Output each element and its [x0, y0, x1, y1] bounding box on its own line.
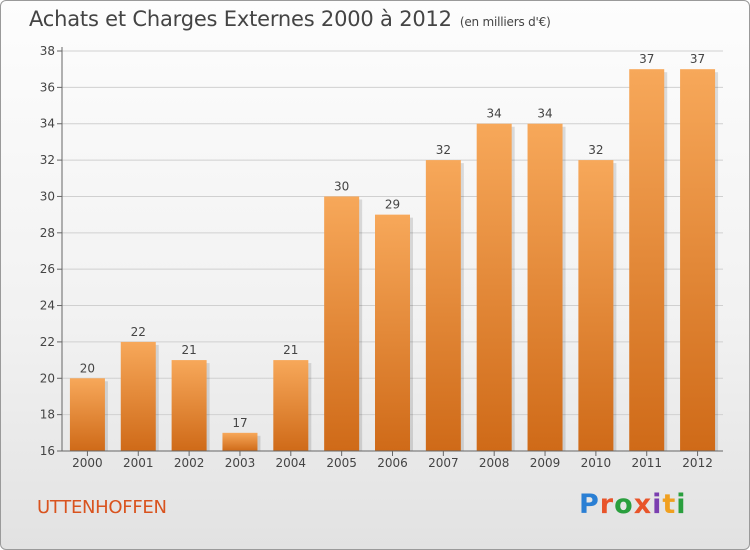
x-tick-label: 2000 [72, 456, 103, 470]
proxiti-logo: Proxiti [579, 489, 687, 520]
value-label: 21 [283, 343, 298, 357]
y-tick-label: 34 [40, 117, 55, 131]
value-label: 32 [436, 143, 451, 157]
value-label: 34 [537, 107, 552, 121]
value-label: 37 [690, 52, 705, 66]
bar [69, 378, 105, 451]
y-tick-label: 38 [40, 44, 55, 58]
y-tick-label: 36 [40, 80, 55, 94]
y-tick-label: 22 [40, 335, 55, 349]
commune-name: UTTENHOFFEN [37, 497, 167, 518]
bar [527, 123, 563, 452]
y-tick-label: 18 [40, 408, 55, 422]
logo-letter: r [599, 489, 615, 520]
y-tick-label: 16 [40, 444, 55, 458]
logo-letter: P [579, 489, 600, 520]
x-tick-label: 2001 [123, 456, 154, 470]
x-tick-label: 2011 [631, 456, 662, 470]
bar [120, 341, 156, 451]
logo-letter: t [662, 489, 677, 520]
value-label: 17 [232, 416, 247, 430]
logo-letter: x [633, 489, 653, 520]
y-tick-label: 30 [40, 189, 55, 203]
chart-title-text: Achats et Charges Externes 2000 à 2012 [29, 7, 452, 31]
value-label: 37 [639, 52, 654, 66]
x-tick-label: 2006 [377, 456, 408, 470]
bar [629, 69, 665, 451]
bar [578, 160, 614, 451]
x-tick-label: 2002 [174, 456, 205, 470]
x-tick-label: 2007 [428, 456, 459, 470]
y-tick-label: 28 [40, 226, 55, 240]
bar [375, 214, 410, 451]
logo-letter: i [676, 489, 687, 520]
bar [273, 360, 309, 451]
x-tick-label: 2010 [581, 456, 612, 470]
bar [680, 69, 716, 451]
axes: 16 18 20 22 24 26 28 30 32 34 36 38 [40, 44, 723, 458]
value-label: 32 [588, 143, 603, 157]
value-label: 21 [181, 343, 196, 357]
y-tick-label: 26 [40, 262, 55, 276]
bar [425, 160, 461, 451]
value-label: 34 [487, 107, 502, 121]
bar [476, 123, 512, 452]
logo-letter: o [614, 489, 634, 520]
bar [171, 360, 207, 451]
chart-unit: (en milliers d'€) [459, 15, 551, 29]
y-tick-label: 20 [40, 371, 55, 385]
labels: 20 2000 22 2001 21 2002 17 2003 21 2004 30 2005 29 20… [72, 52, 713, 470]
x-tick-label: 2012 [682, 456, 713, 470]
bar [222, 432, 258, 451]
value-label: 29 [385, 198, 400, 212]
x-tick-label: 2008 [479, 456, 510, 470]
chart-title: Achats et Charges Externes 2000 à 2012 (e… [29, 7, 551, 31]
value-label: 22 [131, 325, 146, 339]
logo-letter: i [652, 489, 663, 520]
y-tick-label: 32 [40, 153, 55, 167]
y-tick-label: 24 [40, 299, 55, 313]
value-label: 30 [334, 179, 349, 193]
x-tick-label: 2004 [276, 456, 307, 470]
x-tick-label: 2003 [225, 456, 256, 470]
value-label: 20 [80, 361, 95, 375]
x-tick-label: 2009 [530, 456, 561, 470]
x-tick-label: 2005 [326, 456, 357, 470]
bar [324, 196, 360, 451]
bars [69, 69, 719, 452]
